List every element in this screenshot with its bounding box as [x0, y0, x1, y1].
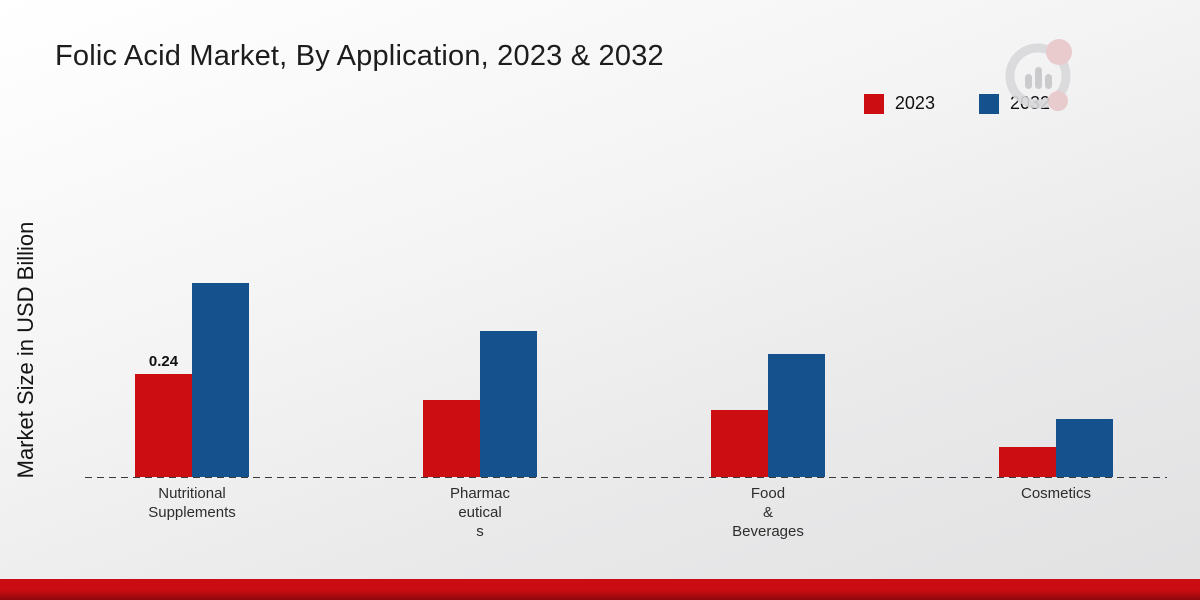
chart-title: Folic Acid Market, By Application, 2023 …: [55, 40, 664, 72]
legend-swatch-2032: [978, 93, 999, 114]
x-axis-label-line: &: [762, 504, 773, 521]
x-axis-label-line: Pharmac: [449, 485, 511, 502]
x-axis-label-1: Pharmac eutical s: [390, 484, 570, 541]
x-axis-label-line: Food: [750, 485, 786, 502]
bar-2032-category-1: [480, 331, 537, 477]
x-axis-label-line: Beverages: [732, 523, 804, 540]
x-axis-label-line: s: [476, 523, 484, 540]
x-axis-label-0: Nutritional Supplements: [102, 484, 282, 522]
bar-value-label: 0.24: [148, 353, 179, 370]
logo-graphic: [1005, 39, 1072, 111]
bottom-accent-band: [0, 579, 1200, 600]
bar-2023-category-0: [135, 374, 192, 477]
x-axis-label-line: Supplements: [148, 504, 236, 521]
legend-swatch-2023: [863, 93, 884, 114]
legend-item-2023: 2023: [863, 93, 935, 114]
bar-2032-category-3: [1056, 419, 1113, 477]
bar-2032-category-2: [768, 354, 825, 477]
plot-area: 0.24: [135, 283, 1113, 477]
brand-logo-watermark: [996, 34, 1082, 120]
bar-2023-category-1: [423, 400, 480, 477]
bar-2032-category-0: [192, 283, 249, 477]
bar-2023-category-2: [711, 410, 768, 477]
x-axis-label-3: Cosmetics: [966, 484, 1146, 503]
x-axis-baseline: [85, 477, 1167, 478]
x-axis-label-2: Food & Beverages: [678, 484, 858, 541]
bar-2023-category-3: [999, 447, 1056, 477]
x-axis-label-line: Cosmetics: [1020, 485, 1091, 502]
legend-label-2023: 2023: [894, 93, 935, 113]
x-axis-label-line: Nutritional: [158, 485, 226, 502]
x-axis-label-line: eutical: [458, 504, 502, 521]
